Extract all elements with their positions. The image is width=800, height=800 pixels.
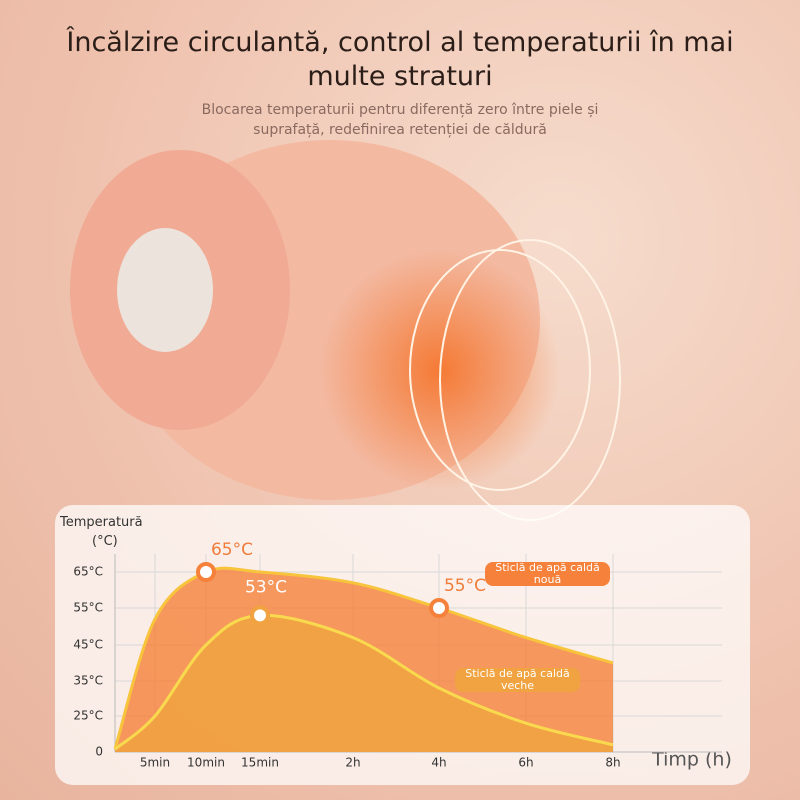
y-tick-label: 55°C xyxy=(73,601,103,615)
legend-box: Sticlă de apă caldă nouă xyxy=(495,562,600,586)
x-tick-label: 5min xyxy=(140,756,170,770)
series-area xyxy=(115,615,613,752)
data-point xyxy=(196,562,216,582)
legend-label: Sticlă de apă caldă nouă xyxy=(495,562,600,586)
y-tick-label: 65°C xyxy=(73,565,103,579)
y-tick-label: 45°C xyxy=(73,638,103,652)
title: Încălzire circulantă, control al tempera… xyxy=(66,27,734,92)
heat-ring xyxy=(409,249,591,491)
x-tick-label: 2h xyxy=(345,756,360,770)
series-line xyxy=(113,566,614,750)
x-tick-label: 4h xyxy=(431,756,446,770)
bottle-cap xyxy=(117,228,213,352)
series-line xyxy=(114,613,614,751)
x-axis-label: Timp (h) xyxy=(651,749,732,771)
y-axis-label-line: Temperatură xyxy=(59,515,143,530)
y-tick-label: 0 xyxy=(95,745,103,759)
legend-swatch xyxy=(455,668,580,692)
data-label: 53°C xyxy=(245,577,287,597)
subtitle: Blocarea temperaturii pentru diferență z… xyxy=(201,102,599,138)
legend-label: Sticlă de apă caldă veche xyxy=(465,668,570,692)
data-point xyxy=(250,605,270,626)
x-tick-label: 8h xyxy=(605,756,620,770)
legend-swatch xyxy=(485,562,610,586)
legend-box: Sticlă de apă caldă veche xyxy=(465,668,570,692)
x-tick-label: 15min xyxy=(241,756,279,770)
y-axis-label-line: (°C) xyxy=(92,534,118,549)
data-label: 55°C xyxy=(444,576,486,596)
y-tick-label: 25°C xyxy=(73,709,103,723)
y-axis-label: Temperatură (°C) xyxy=(59,515,143,549)
data-label: 65°C xyxy=(211,540,253,560)
x-tick-label: 6h xyxy=(518,756,533,770)
y-tick-label: 35°C xyxy=(73,674,103,688)
x-tick-label: 10min xyxy=(187,756,225,770)
data-point xyxy=(429,598,449,618)
